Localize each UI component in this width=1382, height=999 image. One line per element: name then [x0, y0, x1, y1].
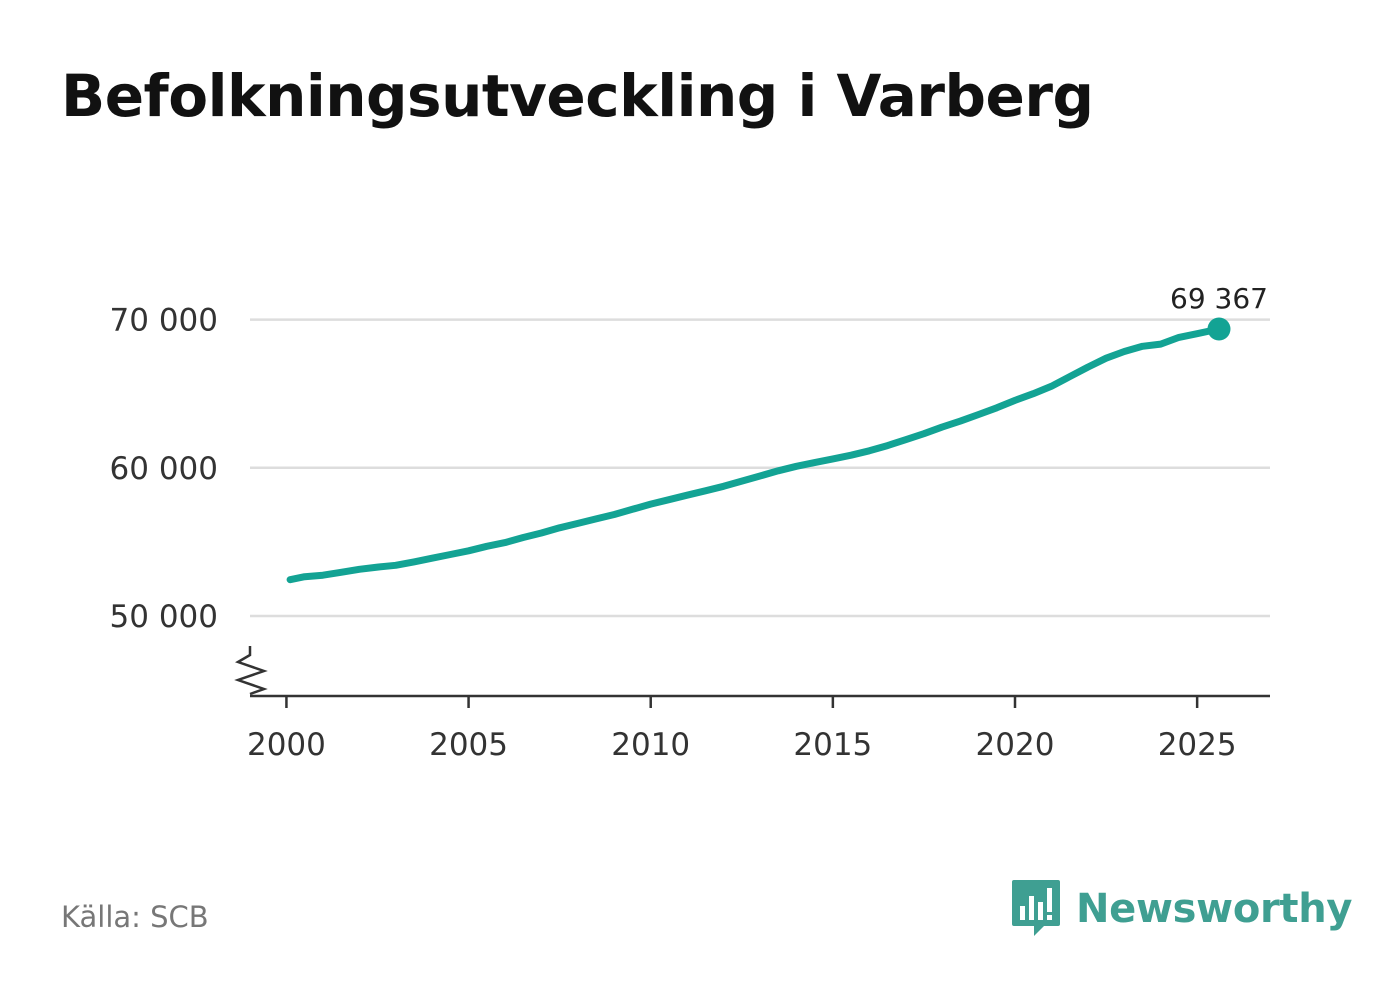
brand-logo[interactable]: Newsworthy: [1010, 878, 1353, 940]
series-line: [286, 325, 1223, 584]
x-tick-label: 2015: [793, 727, 872, 763]
axis-break-icon: [234, 646, 268, 696]
gridlines: [250, 318, 1270, 618]
y-tick-label: 70 000: [110, 303, 218, 339]
x-tick-label: 2005: [429, 727, 508, 763]
end-point: [1207, 317, 1231, 341]
end-value-label: 69 367: [1170, 282, 1268, 315]
x-tick-label: 2010: [611, 727, 690, 763]
chart-title: Befolkningsutveckling i Varberg: [61, 62, 1094, 130]
x-tick-label: 2025: [1158, 727, 1237, 763]
axes: 50 000 60 000 70 000 2000 2005 2010 2015 2020 20…: [110, 303, 1270, 763]
data-labels: 69 367: [1170, 282, 1268, 315]
series: [286, 317, 1231, 584]
x-tick-label: 2000: [247, 727, 326, 763]
y-tick-label: 50 000: [110, 599, 218, 635]
y-tick-label: 60 000: [110, 451, 218, 487]
x-tick-label: 2020: [976, 727, 1055, 763]
newsworthy-logo-icon: [1012, 880, 1060, 936]
brand-name: Newsworthy: [1076, 886, 1353, 932]
source-note: Källa: SCB: [61, 900, 209, 934]
